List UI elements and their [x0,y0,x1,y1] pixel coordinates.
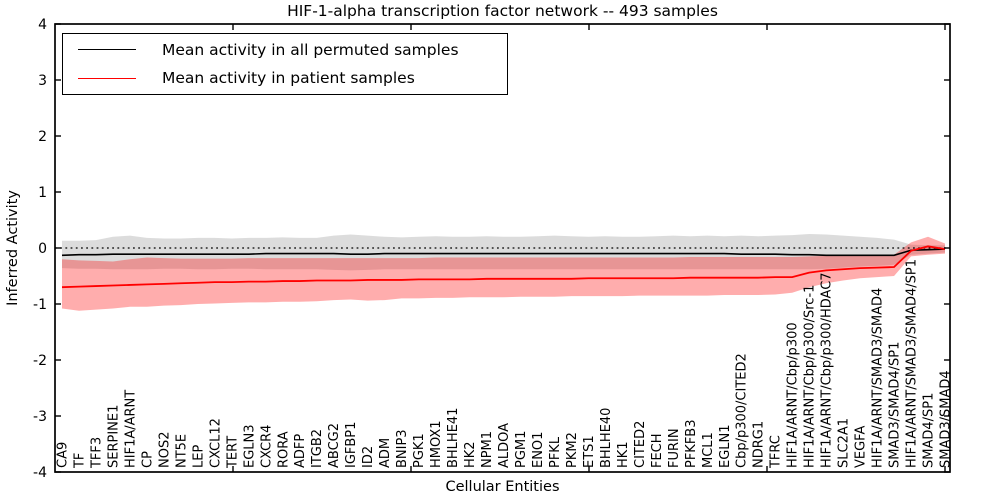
x-category-label: HIF1A/ARNT/Cbp/p300/Src-1 [803,285,818,468]
x-category-label: HK2 [463,441,478,468]
x-category-label: MCL1 [701,432,716,468]
x-category-label: NOS2 [157,432,172,468]
x-category-label: ABCG2 [327,423,342,468]
x-category-label: SLC2A1 [837,418,852,468]
x-category-label: CITED2 [633,421,648,468]
x-category-label: Cbp/p300/CITED2 [735,353,750,468]
x-category-label: CA9 [56,442,71,468]
x-category-label: PGM1 [514,431,529,468]
x-category-label: IGFBP1 [344,422,359,468]
x-category-label: HMOX1 [429,420,444,468]
x-axis-label: Cellular Entities [445,479,560,495]
x-category-label: CXCR4 [259,425,274,468]
x-category-label: ALDOA [497,423,512,468]
y-tick-label: 2 [38,129,47,145]
x-category-label: HIF1A/ARNT/Cbp/p300/HDAC7 [820,272,835,468]
x-category-label: ITGB2 [310,429,325,468]
x-category-label: SMAD3/SMAD4 [939,370,954,468]
x-category-label: HIF1A/ARNT/Cbp/p300 [786,322,801,468]
x-category-label: ENO1 [531,432,546,468]
x-category-label: TFRC [769,435,784,469]
x-category-label: SMAD3/SMAD4/SP1 [888,342,903,468]
permuted-mean-line [61,248,946,257]
legend-label-permuted: Mean activity in all permuted samples [162,40,459,59]
x-category-label: HIF1A/ARNT [123,390,138,468]
x-category-label: BHLHE40 [599,408,614,468]
y-tick-label: -1 [33,297,47,313]
x-category-label: VEGFA [854,426,869,468]
patient-band [62,236,945,311]
x-category-label: RORA [276,431,291,468]
x-category-label: LEP [191,445,206,468]
x-category-label: ADFP [293,434,308,468]
legend-label-patient: Mean activity in patient samples [162,69,415,88]
x-category-label: EGLN1 [718,424,733,468]
x-category-label: HK1 [616,441,631,468]
x-category-label: NPM1 [480,431,495,468]
x-category-label: BNIP3 [395,429,410,468]
y-tick-label: 4 [38,17,47,33]
legend: Mean activity in all permuted samples Me… [62,33,508,95]
x-category-label: FURIN [667,428,682,468]
x-category-label: TERT [225,436,240,469]
x-category-label: ID2 [361,446,376,468]
x-category-label: CXCL12 [208,418,223,468]
legend-line-sample-patient [78,77,136,79]
x-category-label: PKM2 [565,432,580,468]
x-category-label: EGLN3 [242,424,257,468]
y-tick-label: -3 [33,409,47,425]
x-category-label: CP [140,451,155,468]
y-tick-label: -2 [33,353,47,369]
x-category-label: TFF3 [89,437,104,469]
x-category-label: PGK1 [412,433,427,468]
legend-item-patient: Mean activity in patient samples [63,65,507,91]
legend-item-permuted: Mean activity in all permuted samples [63,37,507,63]
x-category-label: NT5E [174,434,189,468]
x-category-label: PFKL [548,436,563,468]
x-category-label: NDRG1 [752,421,767,468]
x-category-label: SMAD4/SP1 [922,393,937,468]
x-category-label: PFKFB3 [684,419,699,468]
x-category-label: TF [72,453,87,469]
x-category-label: HIF1A/ARNT/SMAD3/SMAD4 [871,288,886,468]
x-category-label: ETS1 [582,435,597,468]
x-category-label: BHLHE41 [446,408,461,468]
permuted-band [62,234,945,271]
x-category-label: FECH [650,433,665,468]
y-tick-label: 0 [38,241,47,257]
y-tick-label: 1 [38,185,47,201]
x-category-label: HIF1A/ARNT/SMAD3/SMAD4/SP1 [905,259,920,468]
x-category-label: ADM [378,438,393,468]
y-tick-label: 3 [38,73,47,89]
chart-title: HIF-1-alpha transcription factor network… [287,2,718,20]
x-category-label: SERPINE1 [106,405,121,468]
legend-line-sample-permuted [78,49,136,51]
patient-mean-line [61,245,946,289]
y-tick-label: -4 [33,465,47,481]
